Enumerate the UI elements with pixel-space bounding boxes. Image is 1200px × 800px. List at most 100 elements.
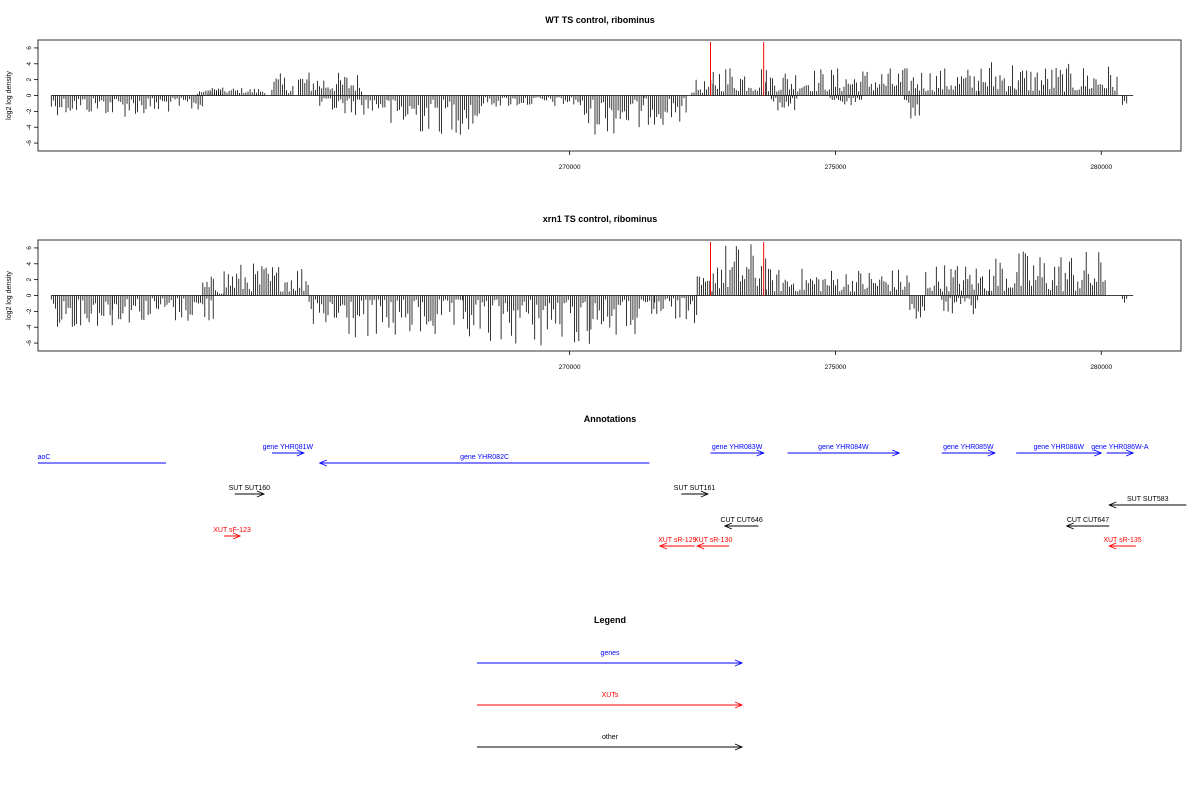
annotation-arrowhead	[232, 532, 242, 540]
density-segment	[1122, 295, 1128, 303]
density-segment	[50, 95, 113, 116]
y-tick-label: 0	[26, 293, 33, 297]
annotation-feature: XUT sR-129	[658, 537, 697, 550]
annotation-label: XUT sR-130	[694, 537, 732, 544]
annotation-arrowhead	[1108, 542, 1117, 550]
x-tick-label: 275000	[825, 164, 847, 171]
annotation-arrowhead	[1094, 449, 1103, 457]
density-segment	[50, 295, 113, 327]
chart-title: WT TS control, ribominus	[545, 15, 655, 25]
density-segment	[308, 295, 463, 338]
annotation-label: SUT SUT161	[674, 485, 716, 492]
annotation-arrowhead	[987, 449, 997, 457]
density-segment	[388, 95, 480, 135]
annotations-title: Annotations	[584, 414, 637, 424]
density-segment	[308, 72, 363, 96]
annotation-label: XUT sR-135	[1103, 537, 1141, 544]
density-segment	[112, 95, 160, 117]
density-segment	[478, 95, 581, 107]
density-segment	[590, 295, 655, 335]
x-tick-label: 280000	[1090, 364, 1112, 371]
annotation-feature: SUT SUT583	[1108, 496, 1187, 509]
annotation-label: gene YHR085W	[943, 444, 994, 451]
y-tick-label: -2	[26, 108, 33, 114]
annotation-feature: gene YHR082C	[318, 454, 650, 467]
density-segment	[643, 95, 687, 125]
annotation-label: XUT sR-129	[658, 537, 696, 544]
y-tick-label: -4	[26, 124, 33, 130]
density-segment	[112, 295, 214, 323]
legend-label: genes	[600, 650, 620, 657]
annotation-label: XUT sF-123	[213, 527, 251, 534]
annotation-feature: SUT SUT161	[674, 485, 716, 498]
annotation-label: aoC	[38, 454, 51, 461]
density-segment	[462, 295, 590, 346]
y-tick-label: 4	[26, 262, 33, 266]
annotation-arrowhead	[658, 542, 668, 550]
density-segment	[925, 265, 990, 296]
annotation-label: gene YHR082C	[460, 454, 509, 461]
annotation-arrowhead	[723, 522, 733, 530]
density-segment	[829, 95, 862, 106]
density-segment	[904, 95, 920, 119]
annotation-arrowhead	[296, 449, 305, 457]
density-segment	[1122, 95, 1128, 105]
annotation-feature: CUT CUT647	[1065, 517, 1110, 530]
annotation-feature: gene YHR086W	[1016, 444, 1103, 457]
y-tick-label: 0	[26, 93, 33, 97]
y-axis-label: log2 log density	[6, 71, 13, 120]
density-segment	[202, 276, 225, 296]
annotation-arrowhead	[756, 449, 765, 457]
legend-label: other	[602, 734, 619, 741]
annotation-arrowhead	[1108, 501, 1117, 509]
legend-item: XUTs	[477, 692, 744, 709]
density-segment	[696, 276, 713, 296]
legend-arrowhead	[734, 743, 744, 751]
annotation-feature: XUT sR-130	[694, 537, 732, 550]
chart-title: xrn1 TS control, ribominus	[543, 214, 658, 224]
y-tick-label: -2	[26, 308, 33, 314]
annotation-label: gene YHR081W	[263, 444, 314, 451]
density-segment	[654, 295, 698, 324]
annotation-arrowhead	[256, 490, 266, 498]
density-segment	[579, 95, 644, 135]
annotation-feature: CUT CUT646	[720, 517, 763, 530]
density-segment	[319, 95, 388, 115]
density-segment	[691, 79, 714, 96]
y-tick-label: 2	[26, 277, 33, 281]
chart-panel-2: xrn1 TS control, ribominus log2 log densi…	[6, 214, 1182, 371]
x-tick-label: 270000	[559, 164, 581, 171]
chart-panel-1: WT TS control, ribominus log2 log density…	[6, 15, 1182, 171]
legend-arrowhead	[734, 659, 744, 667]
y-tick-label: -6	[26, 340, 33, 346]
annotation-arrowhead	[1065, 522, 1074, 530]
annotation-feature: gene YHR083W	[710, 444, 765, 457]
density-segment	[765, 268, 910, 296]
annotation-label: gene YHR086W	[1033, 444, 1084, 451]
annotation-feature: aoC	[38, 454, 166, 464]
annotation-arrowhead	[696, 542, 705, 550]
annotation-feature: gene YHR084W	[787, 444, 901, 457]
annotation-arrowhead	[892, 449, 901, 457]
annotation-feature: gene YHR081W	[263, 444, 314, 457]
annotation-feature: XUT sR-135	[1103, 537, 1142, 550]
y-tick-label: 6	[26, 46, 33, 50]
y-tick-label: -4	[26, 324, 33, 330]
annotation-feature: gene YHR085W	[941, 444, 997, 457]
annotation-arrowhead	[1125, 449, 1135, 457]
density-segment	[712, 68, 767, 96]
density-segment	[298, 72, 310, 96]
y-axis-label: log2 log density	[6, 271, 13, 320]
annotation-feature: gene YHR086W-A	[1091, 444, 1149, 457]
density-segment	[989, 251, 1106, 296]
density-segment	[771, 95, 798, 111]
annotation-arrowhead	[318, 459, 327, 467]
annotation-label: CUT CUT646	[720, 517, 762, 524]
annotation-label: gene YHR084W	[818, 444, 869, 451]
density-segment	[1015, 63, 1118, 96]
legend-label: XUTs	[602, 692, 619, 699]
y-tick-label: 6	[26, 246, 33, 250]
annotation-label: SUT SUT160	[229, 485, 271, 492]
density-segment	[223, 263, 309, 296]
